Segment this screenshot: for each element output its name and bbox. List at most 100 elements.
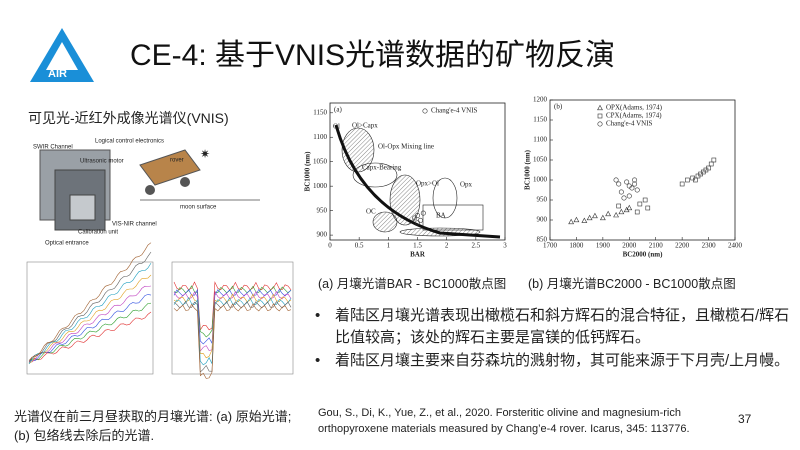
point bbox=[706, 165, 711, 171]
figure-caption: (b) 月壤光谱BC2000 - BC1000散点图 bbox=[528, 277, 736, 291]
mineral-field bbox=[432, 177, 458, 219]
page-number: 37 bbox=[738, 412, 752, 426]
y-tick-label: 1150 bbox=[313, 108, 327, 116]
legend-marker bbox=[422, 108, 428, 114]
legend-label: Chang'e-4 VNIS bbox=[431, 107, 478, 115]
rover-wheel bbox=[180, 177, 190, 187]
x-tick-label: 1900 bbox=[596, 242, 611, 250]
y-tick-label: 1100 bbox=[533, 136, 547, 144]
point bbox=[616, 181, 622, 187]
point bbox=[632, 181, 638, 187]
instrument-title: 可见光-近红外成像光谱仪(VNIS) bbox=[28, 110, 229, 126]
x-tick-label: 2.5 bbox=[471, 242, 480, 250]
point bbox=[412, 215, 418, 221]
instrument-label: rover bbox=[170, 158, 184, 164]
figure-caption: (a) 月壤光谱BAR - BC1000散点图 bbox=[318, 277, 507, 291]
instrument-label: SWIR Channel bbox=[33, 145, 73, 151]
point bbox=[642, 197, 648, 203]
spectra-frame bbox=[171, 261, 294, 375]
instrument-label: Calibration unit bbox=[78, 230, 118, 236]
point bbox=[605, 210, 612, 217]
point bbox=[621, 195, 627, 201]
y-tick-label: 1050 bbox=[533, 156, 548, 164]
annotation: Ol bbox=[333, 123, 340, 131]
spectrum-line bbox=[173, 303, 292, 379]
bullet: 着陆区月壤光谱表现出橄榄石和斜方辉石的混合特征，且橄榄石/辉石比值较高；该处的辉… bbox=[315, 305, 790, 349]
spectrum-line bbox=[173, 293, 292, 359]
point bbox=[414, 213, 420, 219]
y-tick-label: 900 bbox=[317, 231, 328, 239]
y-tick-label: 850 bbox=[537, 236, 548, 244]
point bbox=[693, 177, 698, 183]
x-tick-label: 2 bbox=[445, 242, 449, 250]
annotation: OC bbox=[366, 208, 376, 216]
point bbox=[685, 177, 690, 183]
y-axis-label: BC1000 (nm) bbox=[524, 149, 532, 190]
x-tick-label: 2400 bbox=[728, 242, 743, 250]
legend-label: OPX(Adams, 1974) bbox=[606, 104, 663, 112]
instrument-label: VIS-NIR channel bbox=[112, 222, 157, 228]
panel-label: (a) bbox=[334, 106, 342, 114]
y-tick-label: 1150 bbox=[533, 116, 547, 124]
point bbox=[613, 211, 619, 218]
point bbox=[568, 218, 575, 225]
spectrum-line bbox=[28, 274, 152, 364]
point bbox=[618, 208, 625, 215]
point bbox=[573, 216, 580, 223]
y-tick-label: 950 bbox=[317, 206, 328, 214]
point bbox=[616, 203, 622, 209]
legend-label: Chang'e-4 VNIS bbox=[606, 120, 653, 128]
instrument-label: moon surface bbox=[180, 205, 217, 211]
instrument-label: Optical entrance bbox=[45, 241, 89, 247]
mineral-field bbox=[372, 211, 398, 233]
legend-marker bbox=[597, 113, 603, 119]
x-tick-label: 2000 bbox=[622, 242, 637, 250]
x-tick-label: 1 bbox=[387, 242, 391, 250]
mineral-field bbox=[422, 204, 484, 231]
spectrum-line bbox=[28, 294, 152, 361]
point bbox=[618, 189, 624, 195]
rover bbox=[139, 149, 201, 186]
instrument-body bbox=[69, 194, 96, 221]
point bbox=[420, 210, 426, 216]
slide-title: CE-4: 基于VNIS光谱数据的矿物反演 bbox=[130, 39, 616, 72]
point bbox=[599, 214, 606, 221]
y-tick-label: 1000 bbox=[313, 182, 328, 190]
logo-text: AIR bbox=[48, 68, 67, 80]
logo bbox=[46, 42, 78, 70]
point bbox=[634, 187, 640, 193]
point bbox=[624, 179, 630, 185]
instrument-label: Logical control electronics bbox=[95, 139, 164, 145]
x-axis-label: BAR bbox=[410, 251, 426, 259]
mineral-field bbox=[352, 162, 398, 188]
annotation: Opx>Ol bbox=[416, 180, 439, 188]
spectrum-line bbox=[28, 262, 152, 365]
star: ✷ bbox=[200, 147, 210, 161]
spectrum-line bbox=[28, 251, 152, 363]
point bbox=[586, 214, 593, 221]
point bbox=[629, 185, 635, 191]
y-tick-label: 1050 bbox=[313, 157, 328, 165]
y-axis-label: BC1000 (nm) bbox=[304, 151, 312, 192]
point bbox=[414, 220, 420, 226]
point bbox=[679, 181, 685, 187]
rover-wheel bbox=[145, 185, 155, 195]
annotation: Ol>Capx bbox=[352, 122, 378, 130]
y-tick-label: 1000 bbox=[533, 176, 548, 184]
point bbox=[632, 177, 638, 183]
legend-marker bbox=[597, 104, 603, 111]
point bbox=[626, 193, 632, 199]
point bbox=[711, 157, 717, 163]
spectrum-line bbox=[173, 288, 292, 345]
y-tick-label: 1200 bbox=[533, 96, 548, 104]
annotation: Capx-Bearing bbox=[362, 164, 402, 172]
x-tick-label: 1700 bbox=[543, 242, 558, 250]
mineral-field bbox=[334, 124, 501, 239]
point bbox=[626, 204, 633, 211]
spectrum-line bbox=[28, 302, 152, 361]
spectra-caption: 光谱仪在前三月昼获取的月壤光谱: (a) 原始光谱; bbox=[14, 409, 292, 424]
point bbox=[581, 217, 588, 223]
x-tick-label: 2300 bbox=[702, 242, 717, 250]
